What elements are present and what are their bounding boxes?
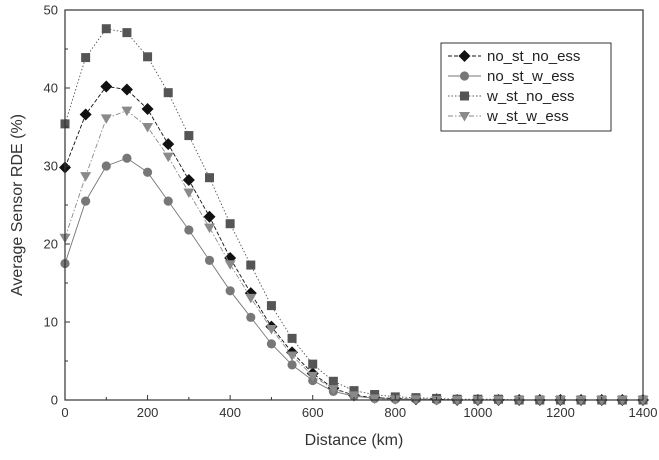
y-axis-title: Average Sensor RDE (%): [9, 114, 26, 296]
data-point-w_st_w_ess: [493, 396, 504, 406]
data-point-w_st_w_ess: [286, 351, 298, 362]
data-point-w_st_w_ess: [451, 396, 463, 406]
legend-item-no_st_w_ess: no_st_w_ess: [448, 68, 575, 85]
series-line-w_st_w_ess: [64, 110, 643, 401]
legend-label: w_st_no_ess: [486, 88, 575, 105]
y-tick-label: 30: [44, 159, 58, 174]
data-point-no_st_no_ess: [120, 83, 133, 96]
data-point-no_st_w_ess: [81, 196, 91, 206]
data-point-w_st_w_ess: [162, 152, 174, 163]
x-tick-label: 1000: [463, 405, 492, 420]
legend-label: w_st_w_ess: [486, 108, 569, 125]
x-tick-label: 800: [384, 405, 406, 420]
legend-item-no_st_no_ess: no_st_no_ess: [448, 48, 580, 65]
data-point-w_st_no_ess: [225, 219, 235, 229]
data-point-no_st_no_ess: [141, 103, 154, 116]
data-point-w_st_no_ess: [287, 333, 297, 343]
data-point-w_st_w_ess: [327, 385, 339, 395]
series-no_st_w_ess: [60, 153, 648, 405]
y-tick-label: 10: [44, 315, 58, 330]
data-point-w_st_no_ess: [122, 28, 132, 38]
data-point-w_st_no_ess: [184, 131, 194, 141]
data-point-w_st_w_ess: [348, 391, 360, 401]
x-axis-title: Distance (km): [305, 432, 404, 449]
data-point-w_st_w_ess: [431, 396, 443, 406]
data-point-w_st_w_ess: [513, 396, 525, 406]
data-point-no_st_w_ess: [184, 225, 194, 235]
data-point-w_st_w_ess: [472, 396, 484, 406]
data-point-w_st_w_ess: [369, 394, 381, 404]
data-point-w_st_w_ess: [534, 396, 546, 406]
data-point-w_st_no_ess: [101, 24, 111, 34]
data-point-w_st_w_ess: [183, 188, 195, 199]
data-point-w_st_w_ess: [80, 172, 92, 182]
data-point-w_st_w_ess: [554, 396, 566, 406]
legend-marker: [459, 71, 470, 81]
data-point-no_st_no_ess: [182, 174, 195, 187]
legend-label: no_st_no_ess: [487, 48, 580, 65]
data-point-no_st_w_ess: [122, 153, 132, 163]
legend-marker: [458, 50, 471, 62]
data-point-w_st_w_ess: [224, 260, 236, 270]
data-point-no_st_w_ess: [225, 286, 235, 296]
data-point-w_st_w_ess: [637, 396, 649, 406]
data-point-w_st_w_ess: [616, 396, 628, 406]
data-point-w_st_no_ess: [143, 52, 153, 62]
data-point-w_st_w_ess: [265, 325, 277, 335]
data-point-no_st_no_ess: [203, 210, 216, 223]
y-tick-label: 20: [44, 237, 58, 252]
x-tick-label: 1400: [629, 405, 658, 420]
data-point-w_st_w_ess: [596, 396, 608, 406]
legend-item-w_st_no_ess: w_st_no_ess: [448, 88, 575, 105]
x-tick-label: 0: [61, 405, 68, 420]
data-point-w_st_no_ess: [349, 386, 359, 396]
data-point-w_st_w_ess: [575, 396, 587, 406]
data-point-w_st_no_ess: [81, 53, 91, 63]
data-point-w_st_no_ess: [328, 376, 338, 386]
data-point-w_st_no_ess: [205, 173, 214, 183]
data-point-w_st_w_ess: [121, 106, 133, 117]
data-point-no_st_w_ess: [204, 255, 215, 265]
data-point-w_st_no_ess: [308, 359, 318, 369]
data-point-w_st_no_ess: [246, 260, 256, 270]
x-tick-label: 1200: [546, 405, 575, 420]
data-point-no_st_w_ess: [142, 167, 153, 177]
legend: no_st_no_ess no_st_w_ess w_st_no_ess w_st_w…: [440, 42, 612, 132]
data-point-no_st_w_ess: [287, 360, 297, 370]
data-point-no_st_no_ess: [79, 108, 92, 121]
data-point-w_st_w_ess: [307, 371, 319, 382]
legend-marker: [459, 112, 470, 122]
data-point-w_st_w_ess: [245, 293, 257, 304]
y-tick-label: 50: [44, 3, 58, 18]
data-point-w_st_w_ess: [142, 123, 154, 133]
data-point-w_st_no_ess: [163, 88, 173, 98]
series-w_st_w_ess: [59, 106, 649, 406]
axis-ticks: 0 200 400 600 800 1000 1200 1400 0 10 20 30 40 50: [44, 3, 658, 421]
y-tick-label: 40: [44, 81, 58, 96]
data-point-w_st_w_ess: [100, 114, 112, 124]
data-point-no_st_w_ess: [101, 161, 111, 171]
legend-marker: [460, 91, 469, 101]
data-point-no_st_w_ess: [163, 196, 173, 206]
data-point-no_st_no_ess: [100, 80, 113, 93]
legend-label: no_st_w_ess: [487, 68, 575, 85]
series-line-no_st_w_ess: [64, 157, 643, 401]
x-tick-label: 200: [137, 405, 159, 420]
data-point-w_st_no_ess: [266, 301, 276, 311]
x-tick-label: 600: [302, 405, 324, 420]
data-point-no_st_w_ess: [246, 312, 256, 322]
legend-item-w_st_w_ess: w_st_w_ess: [448, 108, 569, 125]
x-tick-label: 400: [219, 405, 241, 420]
data-point-no_st_w_ess: [266, 339, 277, 349]
data-point-w_st_w_ess: [204, 223, 215, 234]
y-tick-label: 0: [51, 393, 58, 408]
data-point-no_st_no_ess: [162, 138, 175, 151]
